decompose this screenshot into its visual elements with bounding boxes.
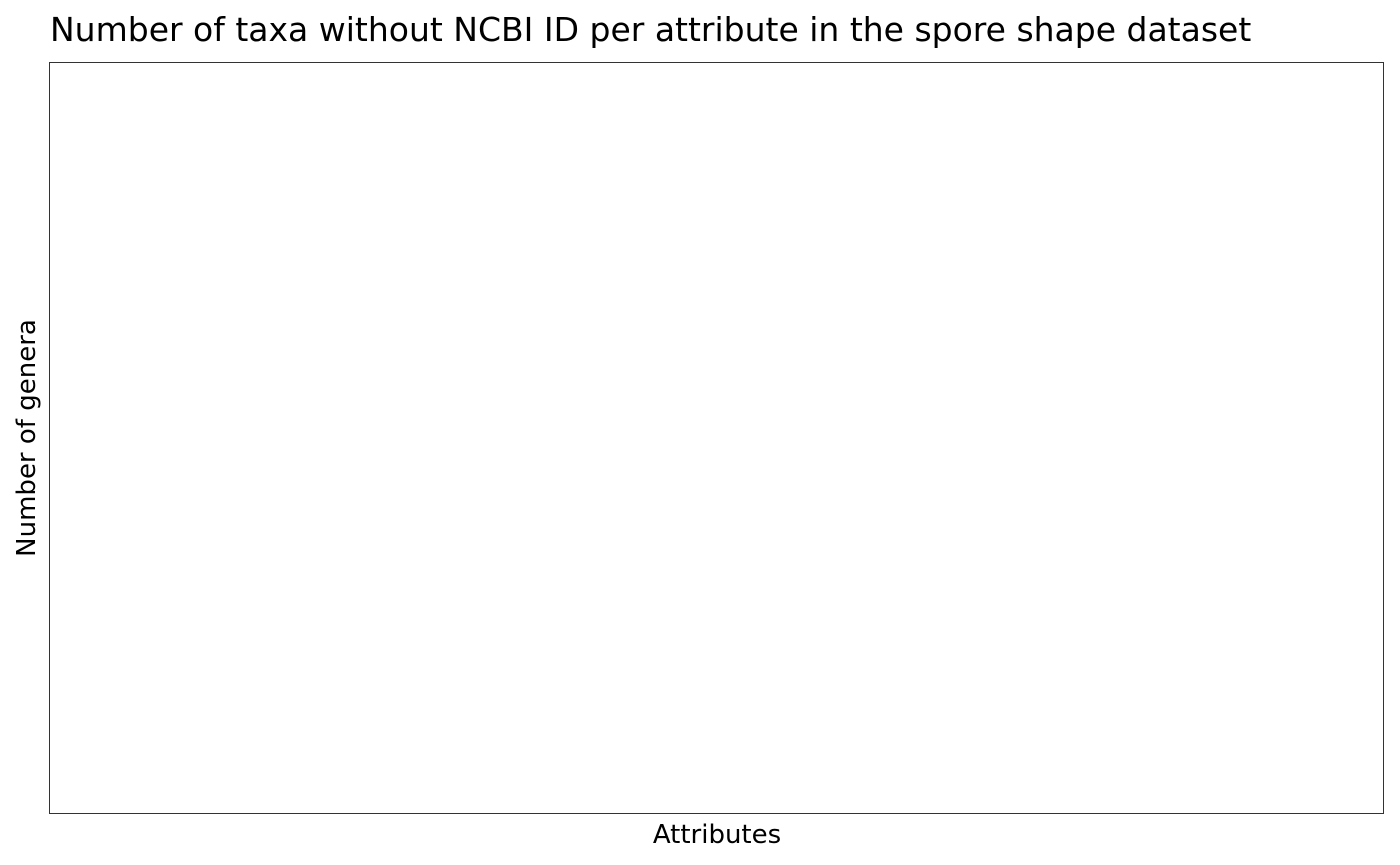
plot-panel — [49, 62, 1384, 814]
chart-title: Number of taxa without NCBI ID per attri… — [50, 10, 1252, 49]
plot-area — [50, 63, 1383, 813]
y-axis-label: Number of genera — [12, 319, 42, 557]
x-axis-label: Attributes — [652, 820, 782, 850]
